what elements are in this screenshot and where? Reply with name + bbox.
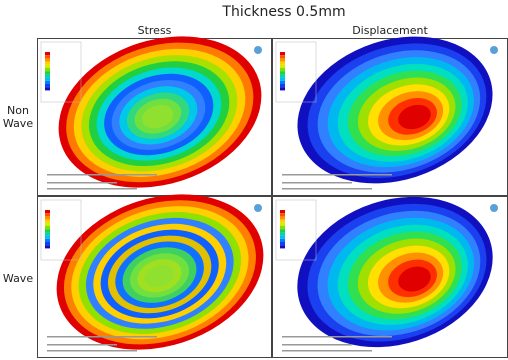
- footer-text-line: [47, 350, 137, 352]
- legend-swatch: [280, 220, 285, 223]
- legend-swatch: [45, 52, 50, 55]
- footer-text-line: [282, 336, 392, 338]
- footer-text-line: [47, 336, 157, 338]
- legend-swatch: [45, 229, 50, 232]
- legend-swatch: [280, 213, 285, 216]
- legend-swatch: [45, 220, 50, 223]
- legend-swatch: [45, 226, 50, 229]
- panels: [0, 0, 508, 360]
- legend-swatch: [280, 62, 285, 65]
- legend-swatch: [45, 87, 50, 90]
- legend-swatch: [45, 81, 50, 84]
- legend-swatch: [45, 245, 50, 248]
- legend-swatch: [280, 239, 285, 242]
- legend-swatch: [280, 216, 285, 219]
- legend-swatch: [45, 78, 50, 81]
- legend-swatch: [45, 84, 50, 87]
- legend-swatch: [280, 229, 285, 232]
- legend-swatch: [280, 58, 285, 61]
- footer-text-line: [282, 182, 352, 184]
- legend-swatch: [45, 58, 50, 61]
- footer-text-line: [282, 188, 372, 190]
- legend-swatch: [280, 52, 285, 55]
- footer-text-line: [282, 174, 392, 176]
- footer-text-line: [47, 188, 137, 190]
- legend-swatch: [280, 226, 285, 229]
- footer-text-line: [282, 350, 372, 352]
- legend-swatch: [45, 242, 50, 245]
- legend-swatch: [280, 74, 285, 77]
- legend-swatch: [45, 68, 50, 71]
- legend-swatch: [280, 68, 285, 71]
- footer-text-line: [282, 344, 352, 346]
- legend-swatch: [45, 55, 50, 58]
- view-triad: [254, 204, 262, 212]
- legend-swatch: [280, 245, 285, 248]
- view-triad: [254, 46, 262, 54]
- legend-swatch: [280, 55, 285, 58]
- legend-swatch: [280, 71, 285, 74]
- legend-swatch: [280, 81, 285, 84]
- view-triad: [490, 204, 498, 212]
- page: {"header": {"title": "Thickness 0.5mm"},…: [0, 0, 508, 360]
- legend-swatch: [280, 223, 285, 226]
- footer-text-line: [47, 174, 157, 176]
- legend-swatch: [280, 232, 285, 235]
- legend-swatch: [45, 74, 50, 77]
- legend-swatch: [280, 84, 285, 87]
- legend-swatch: [45, 210, 50, 213]
- legend-swatch: [280, 87, 285, 90]
- legend-swatch: [45, 236, 50, 239]
- legend-swatch: [45, 239, 50, 242]
- legend-swatch: [280, 236, 285, 239]
- legend-swatch: [45, 216, 50, 219]
- legend-swatch: [280, 65, 285, 68]
- legend-swatch: [45, 71, 50, 74]
- legend-swatch: [45, 232, 50, 235]
- legend-swatch: [45, 62, 50, 65]
- legend-swatch: [45, 223, 50, 226]
- legend-swatch: [45, 213, 50, 216]
- legend-swatch: [280, 78, 285, 81]
- legend-swatch: [280, 242, 285, 245]
- legend-swatch: [45, 65, 50, 68]
- view-triad: [490, 46, 498, 54]
- footer-text-line: [47, 182, 117, 184]
- legend-swatch: [280, 210, 285, 213]
- footer-text-line: [47, 344, 117, 346]
